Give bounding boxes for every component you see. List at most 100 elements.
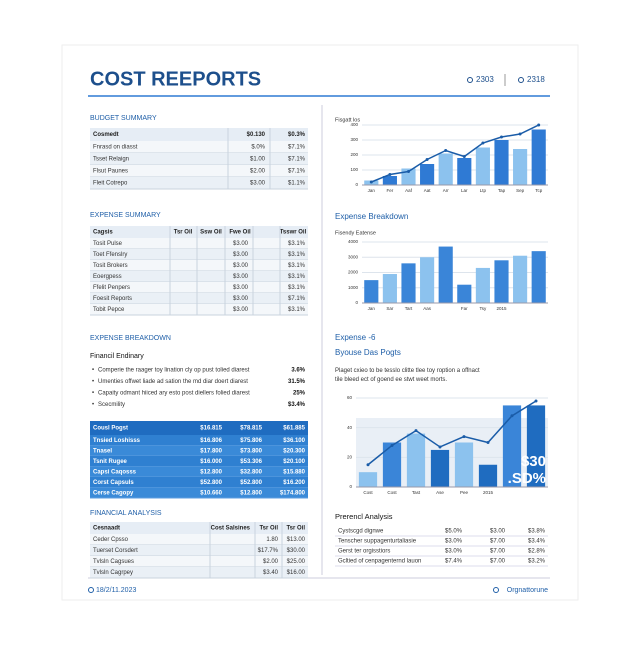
bullet: • xyxy=(92,379,94,385)
point xyxy=(414,429,418,433)
table-row xyxy=(90,153,308,165)
cell: $20.100 xyxy=(283,459,305,465)
point xyxy=(486,441,490,444)
x-tick-label: Jan xyxy=(368,188,376,193)
bar xyxy=(454,442,474,487)
bullet-text: Capaity odmant hiiced ary esto post diel… xyxy=(98,391,250,397)
cell: Tobit Pepce xyxy=(93,307,125,313)
cell: $3.0% xyxy=(445,539,463,545)
point xyxy=(425,158,429,161)
cell: Gerst ter orgisstiors xyxy=(338,549,390,555)
bar xyxy=(494,260,509,303)
point xyxy=(537,123,541,127)
cell: $3.2% xyxy=(528,559,546,565)
bar xyxy=(382,442,402,487)
meta: 2318 xyxy=(527,75,545,84)
table-row xyxy=(90,456,308,467)
cell: Fleit Cotrepo xyxy=(93,181,128,187)
cell: $17.7% xyxy=(258,548,279,554)
overlay-text: .SD% xyxy=(508,470,546,487)
table-row xyxy=(90,260,308,271)
table-row xyxy=(90,282,308,293)
cell: $17.800 xyxy=(200,448,222,454)
bar xyxy=(457,284,472,303)
section-label: Expense -6 xyxy=(335,333,376,342)
cell: Tvlsln Cagsues xyxy=(93,559,134,565)
point xyxy=(500,135,503,139)
cell: $7.1% xyxy=(288,296,306,302)
x-tick-label: Arr xyxy=(443,188,450,193)
cell: Tsnit Rugee xyxy=(93,459,128,465)
x-tick-label: Fer xyxy=(387,188,394,193)
cell: Tsset Relaign xyxy=(93,157,129,163)
table-header xyxy=(90,128,308,141)
x-tick-label: Aas xyxy=(423,306,432,311)
x-tick-label: Pee xyxy=(460,490,469,495)
cell: 1.80 xyxy=(266,537,278,543)
header-cell: $78.815 xyxy=(240,426,262,432)
table-header xyxy=(90,226,308,238)
cell: $3.00 xyxy=(233,263,249,269)
header-cell: Cagsis xyxy=(93,230,113,236)
bar xyxy=(531,129,546,185)
cell: $.0% xyxy=(251,145,265,151)
icon xyxy=(493,587,499,593)
bullet-value: 31.5% xyxy=(288,379,306,385)
table-row xyxy=(90,435,308,446)
x-tick-label: Cost xyxy=(363,490,373,495)
cell: $7.1% xyxy=(288,157,306,163)
cell: $52.800 xyxy=(200,480,222,486)
header-cell: Tsr Oil xyxy=(174,230,193,236)
cell: $30.00 xyxy=(287,548,306,554)
cell: $174.800 xyxy=(280,490,306,496)
header-cell: $61.885 xyxy=(283,426,305,432)
x-tick-label: Tast xyxy=(412,490,421,495)
bar xyxy=(420,164,435,185)
cell: Gcltied of cenpagenternd lauon xyxy=(338,559,421,565)
table-row xyxy=(90,487,308,498)
header-cell: Cesnaadt xyxy=(93,526,120,532)
cell: $15.880 xyxy=(283,469,305,475)
cell: $2.8% xyxy=(528,549,546,555)
x-tick-label: Tart xyxy=(405,306,413,311)
subtitle: Financil Endinary xyxy=(90,353,144,360)
bullet: • xyxy=(92,402,94,408)
cell: $16.806 xyxy=(200,438,222,444)
cell: $36.100 xyxy=(283,438,305,444)
cell: $10.660 xyxy=(200,490,222,496)
table-row xyxy=(90,249,308,260)
bar xyxy=(531,251,546,303)
bar xyxy=(430,449,450,487)
point xyxy=(444,149,448,152)
section-title: Prerencl Analysis xyxy=(335,512,393,521)
table-row xyxy=(90,545,308,556)
bar xyxy=(457,158,472,185)
bar xyxy=(502,405,522,487)
cell: $2.00 xyxy=(250,169,266,175)
point xyxy=(390,443,394,447)
header-cell: Cosmedt xyxy=(93,132,119,138)
cell: $7.4% xyxy=(445,559,463,565)
bar xyxy=(420,257,435,303)
x-tick-label: Ase xyxy=(436,490,444,495)
bullet-value: 25% xyxy=(293,391,306,397)
bar xyxy=(438,153,453,185)
cell: $3.1% xyxy=(288,252,306,258)
cell: $3.00 xyxy=(233,241,249,247)
bullet-text: Umenties offwet liade ad sation the md d… xyxy=(98,379,248,385)
x-tick-label: Cost xyxy=(387,490,397,495)
cell: $7.00 xyxy=(490,549,506,555)
table-row xyxy=(90,165,308,177)
cell: $53.306 xyxy=(240,459,262,465)
y-tick-label: 300 xyxy=(350,137,358,142)
table-row xyxy=(90,445,308,456)
bar xyxy=(513,149,528,185)
table-row xyxy=(90,567,308,578)
cell: $7.00 xyxy=(490,559,506,565)
cell: $12.800 xyxy=(200,469,222,475)
cell: Flsut Paunes xyxy=(93,169,128,175)
y-tick-label: 40 xyxy=(347,425,353,430)
table-row xyxy=(90,238,308,249)
